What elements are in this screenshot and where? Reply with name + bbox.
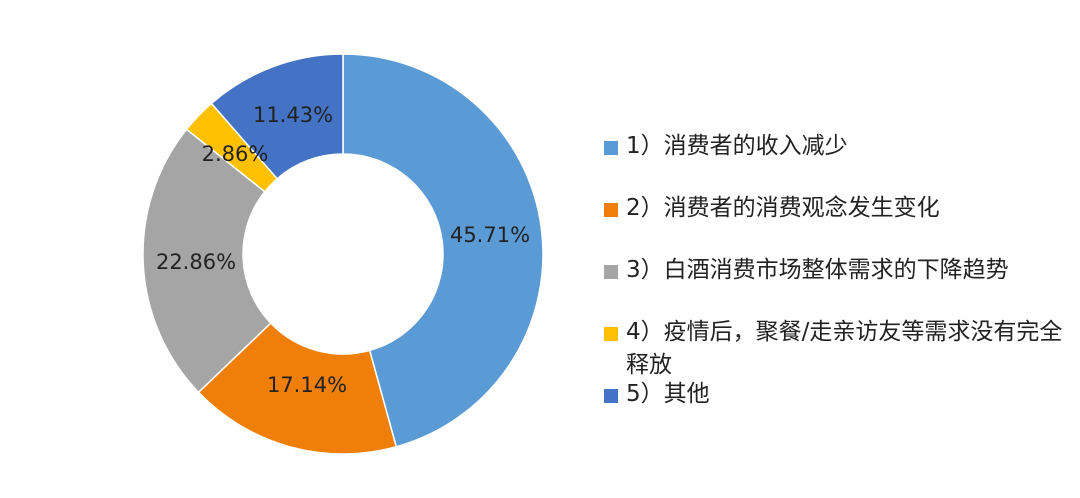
legend-swatch-2 — [604, 203, 618, 217]
donut-slice-1 — [342, 53, 544, 448]
legend-swatch-5 — [604, 389, 618, 403]
donut-slice-3 — [142, 128, 272, 394]
legend-label-3: 3）白酒消费市场整体需求的下降趋势 — [626, 257, 1009, 283]
donut-slices — [142, 53, 544, 455]
donut-slice-5 — [210, 53, 344, 180]
slice-value-label-3: 22.86% — [156, 250, 236, 274]
slice-value-label-4: 2.86% — [202, 142, 269, 166]
slice-value-label-1: 45.71% — [450, 223, 530, 247]
slice-value-labels: 45.71% 17.14% 22.86% 2.86% 11.43% — [156, 103, 530, 397]
legend-swatch-3 — [604, 265, 618, 279]
legend-label-1: 1）消费者的收入减少 — [626, 133, 848, 159]
legend-label-4: 4）疫情后，聚餐/走亲访友等需求没有完全释放 — [626, 319, 1063, 378]
legend-label-5: 5）其他 — [626, 381, 710, 407]
legend-swatch-4 — [604, 327, 618, 341]
legend-label-2: 2）消费者的消费观念发生变化 — [626, 195, 940, 221]
slice-value-label-2: 17.14% — [267, 373, 347, 397]
slice-value-label-5: 11.43% — [253, 103, 333, 127]
donut-slice-2 — [197, 322, 398, 455]
legend-swatch-1 — [604, 141, 618, 155]
